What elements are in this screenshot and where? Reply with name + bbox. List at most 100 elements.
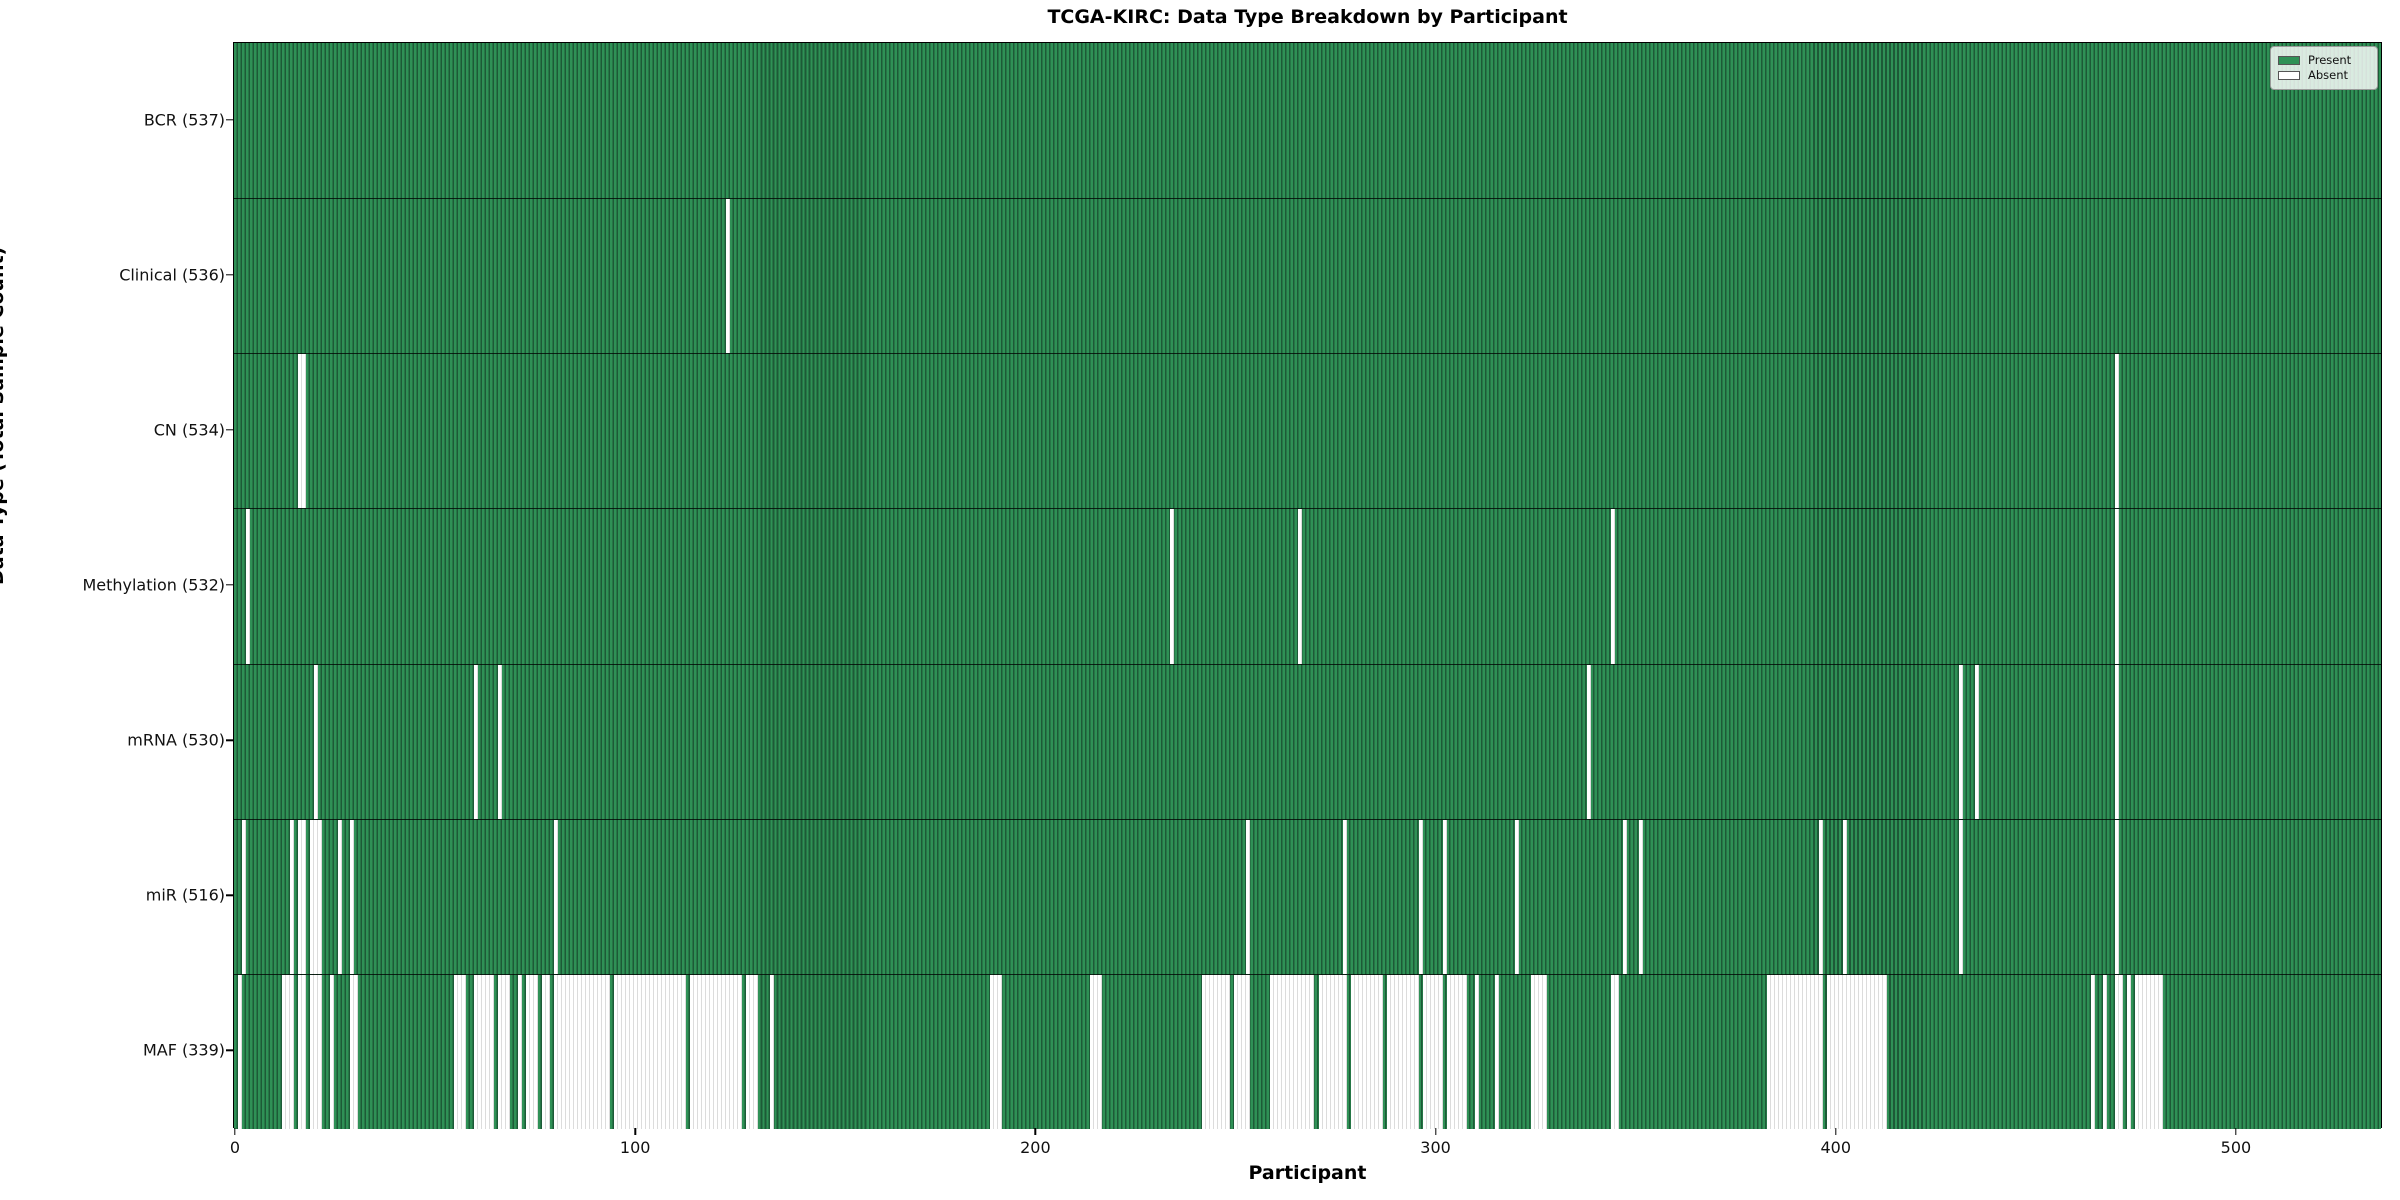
absent-segment [1318,974,1347,1129]
absent-segment [1234,974,1251,1129]
absent-segment [1610,974,1619,1129]
x-tick-mark [634,1128,636,1135]
absent-segment [1350,974,1383,1129]
absent-segment [498,664,503,819]
absent-segment [1298,509,1303,664]
absent-segment [746,974,759,1129]
y-tick-label-BCR: BCR (537) [143,110,225,130]
legend: Present Absent [2270,46,2378,90]
absent-segment [282,974,295,1129]
absent-segment [242,819,246,974]
absent-segment [526,974,539,1129]
absent-segment [2114,664,2119,819]
absent-segment [1530,974,1547,1129]
y-tick-mark [226,584,233,586]
absent-segment [2126,974,2131,1129]
absent-segment [2114,974,2123,1129]
chart-row-miR [234,818,2381,974]
legend-present-label: Present [2308,53,2352,67]
x-tick-mark [1034,1128,1037,1135]
absent-segment [1090,974,1103,1129]
legend-entry-absent: Absent [2278,69,2370,82]
chart-row-MAF [234,973,2381,1129]
y-tick-mark [226,1049,233,1052]
absent-segment [1958,819,1963,974]
x-tick-mark [1434,1128,1437,1135]
x-tick-mark [2235,1128,2237,1135]
absent-segment [1494,974,1499,1129]
absent-segment [1622,819,1627,974]
x-tick-label-300: 300 [1420,1138,1451,1157]
absent-segment [1826,974,1887,1129]
absent-segment [310,819,323,974]
x-tick-label-500: 500 [2220,1138,2252,1157]
y-tick-label-mRNA: mRNA (530) [127,730,225,750]
x-tick-label-100: 100 [619,1138,651,1157]
absent-segment [1638,819,1643,974]
absent-segment [2134,974,2163,1129]
absent-segment [554,974,611,1129]
absent-segment [330,974,335,1129]
absent-segment [1610,509,1615,664]
absent-segment [726,199,731,354]
absent-segment [2114,354,2119,509]
chart-row-Clinical [234,198,2381,354]
absent-segment [770,974,775,1129]
absent-segment [1958,664,1963,819]
absent-segment [542,974,551,1129]
x-tick-mark [234,1128,236,1135]
absent-swatch-icon [2278,71,2300,80]
absent-segment [1342,819,1347,974]
absent-segment [246,509,250,664]
x-axis-title: Participant [1248,1162,1367,1184]
chart-row-CN [234,353,2381,509]
absent-segment [498,974,511,1129]
absent-segment [314,664,319,819]
legend-entry-present: Present [2278,54,2370,67]
absent-segment [1766,974,1823,1129]
absent-segment [1246,819,1251,974]
present-swatch-icon [2278,56,2300,65]
absent-segment [1586,664,1591,819]
y-tick-label-Clinical: Clinical (536) [119,265,225,285]
absent-segment [338,819,343,974]
y-tick-mark [226,274,233,276]
absent-segment [1974,664,1979,819]
x-tick-label-0: 0 [229,1138,241,1157]
chart-row-mRNA [234,663,2381,819]
absent-segment [298,819,307,974]
absent-segment [2114,819,2119,974]
absent-segment [2090,974,2095,1129]
absent-segment [1270,974,1315,1129]
absent-segment [1474,974,1479,1129]
x-tick-label-400: 400 [1820,1138,1852,1157]
chart-row-BCR [234,43,2381,199]
absent-segment [290,819,295,974]
absent-segment [518,974,523,1129]
absent-segment [454,974,467,1129]
absent-segment [1818,819,1823,974]
absent-segment [350,819,355,974]
y-tick-label-miR: miR (516) [145,885,225,905]
absent-segment [298,354,307,509]
absent-segment [554,819,559,974]
absent-segment [1386,974,1419,1129]
absent-segment [2102,974,2107,1129]
legend-absent-label: Absent [2308,68,2349,82]
absent-segment [1202,974,1231,1129]
y-tick-mark [226,429,233,431]
absent-segment [1842,819,1847,974]
absent-segment [1446,974,1467,1129]
absent-segment [1170,509,1175,664]
y-tick-label-Methylation: Methylation (532) [82,575,225,595]
absent-segment [690,974,743,1129]
absent-segment [990,974,1003,1129]
absent-segment [298,974,307,1129]
absent-segment [238,974,242,1129]
absent-segment [1418,819,1423,974]
absent-segment [474,974,495,1129]
y-tick-mark [226,739,233,741]
plot-area [233,42,2382,1129]
y-tick-mark [226,894,233,896]
